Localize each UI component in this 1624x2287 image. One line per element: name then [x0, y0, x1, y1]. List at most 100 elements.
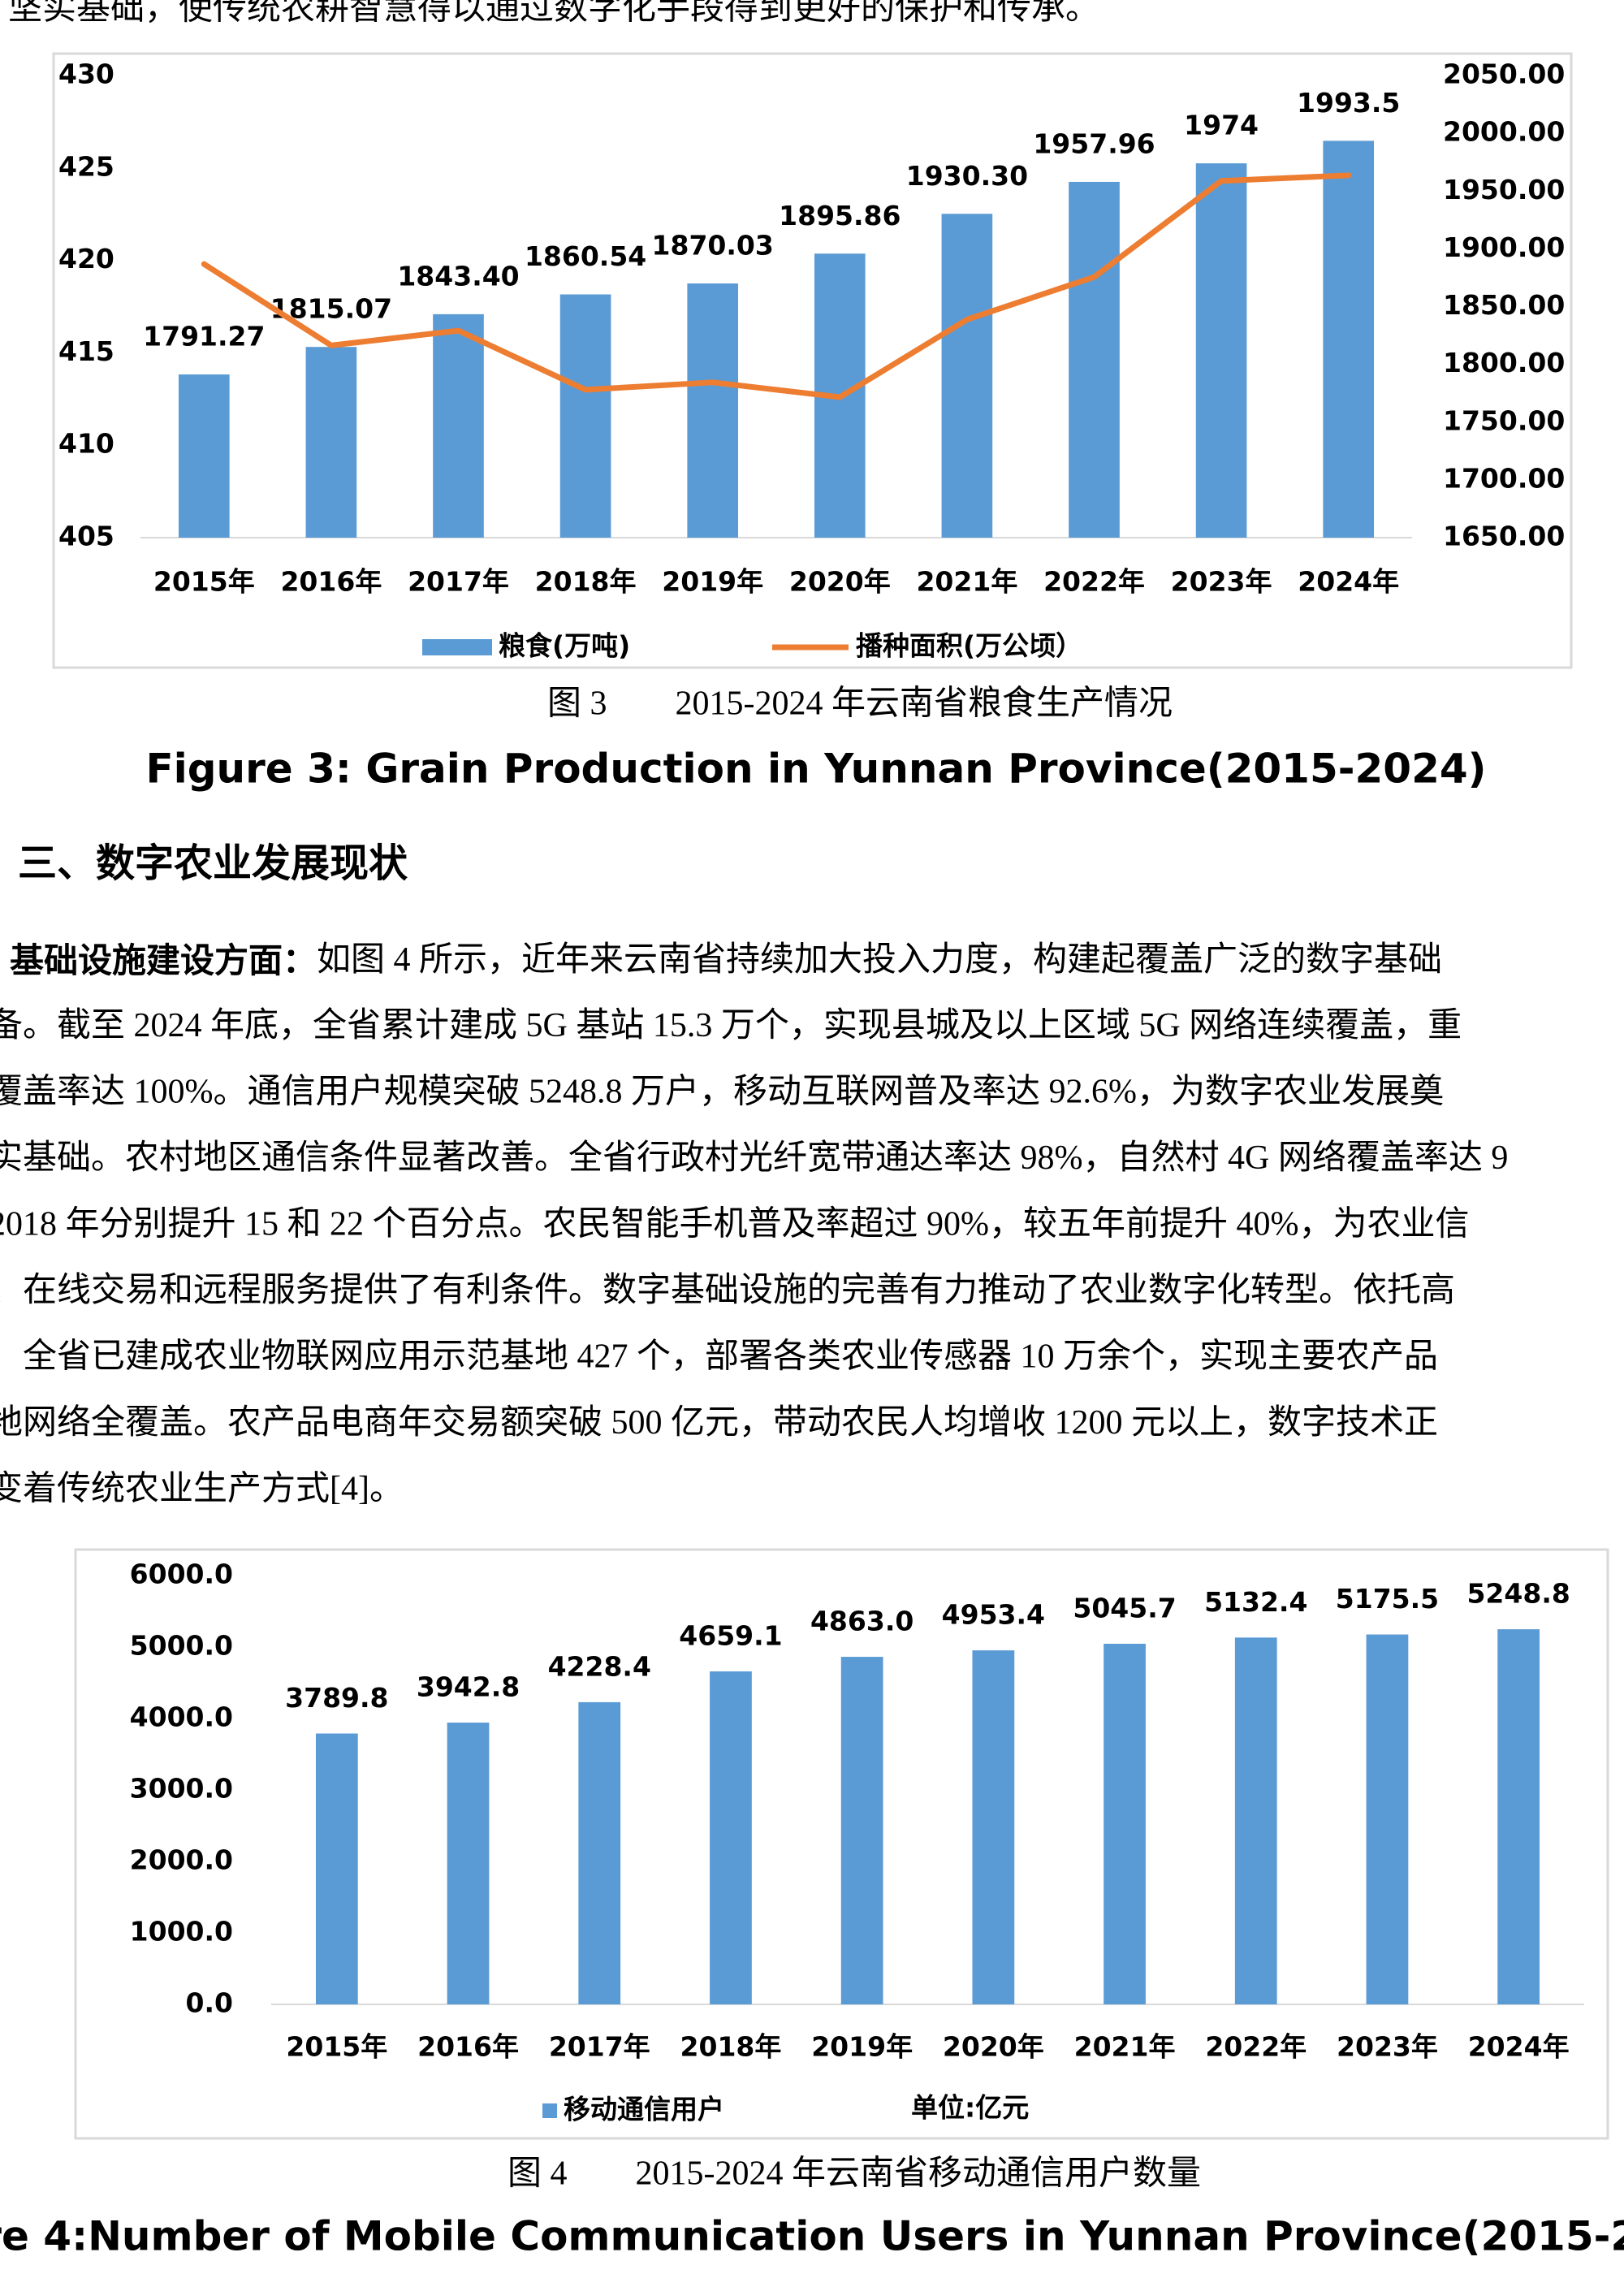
paragraph-line: 基础设施建设方面：如图 4 所示，近年来云南省持续加大投入力度，构建起覆盖广泛的… [10, 940, 1442, 980]
data-label: 4953.4 [942, 1599, 1045, 1631]
x-tick-label: 2015年 [153, 566, 255, 598]
legend-label: 粮食(万吨) [499, 630, 630, 662]
data-label: 5045.7 [1073, 1592, 1176, 1623]
x-tick-label: 2021年 [1074, 2031, 1176, 2063]
y-tick-label: 0.0 [186, 1987, 233, 2019]
bar [1497, 1629, 1540, 2004]
bar [578, 1701, 621, 2004]
figure-caption: 图 4 2015-2024 年云南省移动通信用户数量 [508, 2155, 1201, 2193]
y2-tick-label: 1850.00 [1443, 289, 1565, 321]
y-tick-label: 4000.0 [130, 1701, 233, 1733]
text-line: 坚实基础，使传统农耕智慧得以通过数字化手段得到更好的保护和传承。 [8, 0, 1099, 28]
chart-note: 单位:亿元 [911, 2092, 1029, 2124]
data-label: 1860.54 [525, 240, 646, 272]
x-tick-label: 2022年 [1043, 566, 1145, 598]
x-tick-label: 2024年 [1298, 566, 1399, 598]
bar [1323, 141, 1375, 538]
x-tick-label: 2024年 [1468, 2031, 1570, 2063]
data-label: 5132.4 [1204, 1586, 1307, 1618]
bar [433, 313, 484, 538]
bar [1195, 163, 1247, 538]
paragraph-line: 2018 年分别提升 15 和 22 个百分点。农民智能手机普及率超过 90%，… [0, 1205, 1469, 1243]
x-tick-label: 2020年 [789, 566, 891, 598]
chart-frame [74, 1548, 1609, 2140]
y-tick-label: 6000.0 [130, 1559, 233, 1590]
x-tick-label: 2021年 [916, 566, 1017, 598]
bar [447, 1723, 490, 2004]
y-tick-label: 1000.0 [130, 1916, 233, 1948]
legend-label: 播种面积(万公顷） [856, 630, 1082, 662]
y2-tick-label: 2050.00 [1443, 58, 1565, 90]
data-label: 1843.40 [397, 260, 519, 292]
data-label: 1870.03 [652, 230, 774, 262]
bar [840, 1657, 883, 2004]
paragraph-line: 、在线交易和远程服务提供了有利条件。数字基础设施的完善有力推动了农业数字化转型。… [0, 1271, 1455, 1309]
bar [710, 1671, 752, 2004]
x-tick-label: 2015年 [286, 2031, 387, 2063]
y-tick-label: 410 [58, 428, 114, 460]
line [201, 172, 1352, 400]
bar [1104, 1643, 1146, 2004]
y2-tick-label: 1700.00 [1443, 462, 1565, 494]
x-tick-label: 2023年 [1171, 566, 1272, 598]
bar [559, 294, 611, 538]
y-tick-label: 5000.0 [130, 1630, 233, 1662]
paragraph: 备。截至 2024 年底，全省累计建成 5G 基站 15.3 万个，实现县城及以… [0, 1006, 1508, 1508]
x-tick-label: 2020年 [943, 2031, 1044, 2063]
data-label: 3942.8 [417, 1671, 520, 1703]
bar [1366, 1634, 1409, 2004]
y-tick-label: 405 [58, 521, 114, 552]
paragraph-line: ，全省已建成农业物联网应用示范基地 427 个，部署各类农业传感器 10 万余个… [0, 1338, 1438, 1376]
y2-tick-label: 1900.00 [1443, 231, 1565, 263]
x-tick-label: 2019年 [811, 2031, 913, 2063]
data-label: 1895.86 [779, 200, 901, 231]
legend-swatch [422, 639, 492, 655]
paragraph-line: 变着传统农业生产方式[4]。 [0, 1470, 404, 1508]
paragraph-line: 覆盖率达 100%。通信用户规模突破 5248.8 万户，移动互联网普及率达 9… [0, 1073, 1444, 1111]
y-tick-label: 415 [58, 335, 114, 367]
data-label: 1957.96 [1033, 128, 1155, 159]
paragraph-line: 备。截至 2024 年底，全省累计建成 5G 基站 15.3 万个，实现县城及以… [0, 1006, 1462, 1044]
data-label: 5248.8 [1466, 1578, 1570, 1610]
y-tick-label: 425 [58, 150, 114, 182]
data-label: 1791.27 [143, 321, 265, 352]
x-tick-label: 2018年 [680, 2031, 782, 2063]
x-tick-label: 2019年 [662, 566, 763, 598]
x-tick-label: 2017年 [549, 2031, 650, 2063]
y-tick-label: 420 [58, 243, 114, 275]
data-label: 1993.5 [1297, 87, 1400, 119]
y2-tick-label: 2000.00 [1443, 116, 1565, 148]
data-label: 1930.30 [906, 160, 1028, 192]
bar [1069, 181, 1120, 538]
chart-frame [52, 52, 1573, 669]
bar [178, 374, 230, 538]
bar [305, 347, 357, 538]
section-heading: 三、数字农业发展现状 [18, 841, 408, 886]
lead: 基础设施建设方面： [10, 940, 317, 980]
data-label: 4228.4 [548, 1650, 651, 1682]
paragraph-line: 地网络全覆盖。农产品电商年交易额突破 500 亿元，带动农民人均增收 1200 … [0, 1403, 1438, 1442]
data-label: 3789.8 [285, 1682, 388, 1714]
legend-swatch [542, 2103, 557, 2118]
x-tick-label: 2018年 [535, 566, 637, 598]
data-label: 4659.1 [679, 1619, 782, 1651]
x-tick-label: 2016年 [417, 2031, 519, 2063]
bar [941, 214, 993, 538]
figure-caption-en: Figure 4:Number of Mobile Communication … [0, 2213, 1624, 2260]
figure-caption: 图 3 2015-2024 年云南省粮食生产情况 [547, 685, 1173, 723]
data-label: 1974 [1184, 110, 1259, 141]
y2-tick-label: 1750.00 [1443, 404, 1565, 436]
y-tick-label: 430 [58, 58, 114, 90]
y2-tick-label: 1950.00 [1443, 174, 1565, 205]
data-label: 5175.5 [1336, 1583, 1439, 1615]
y2-tick-label: 1800.00 [1443, 347, 1565, 378]
y2-tick-label: 1650.00 [1443, 521, 1565, 552]
x-tick-label: 2022年 [1205, 2031, 1307, 2063]
y-tick-label: 3000.0 [130, 1773, 233, 1805]
data-label: 4863.0 [810, 1606, 914, 1637]
bar [687, 283, 739, 538]
paragraph-line: 实基础。农村地区通信条件显著改善。全省行政村光纤宽带通达率达 98%，自然村 4… [0, 1139, 1508, 1177]
x-tick-label: 2016年 [280, 566, 382, 598]
